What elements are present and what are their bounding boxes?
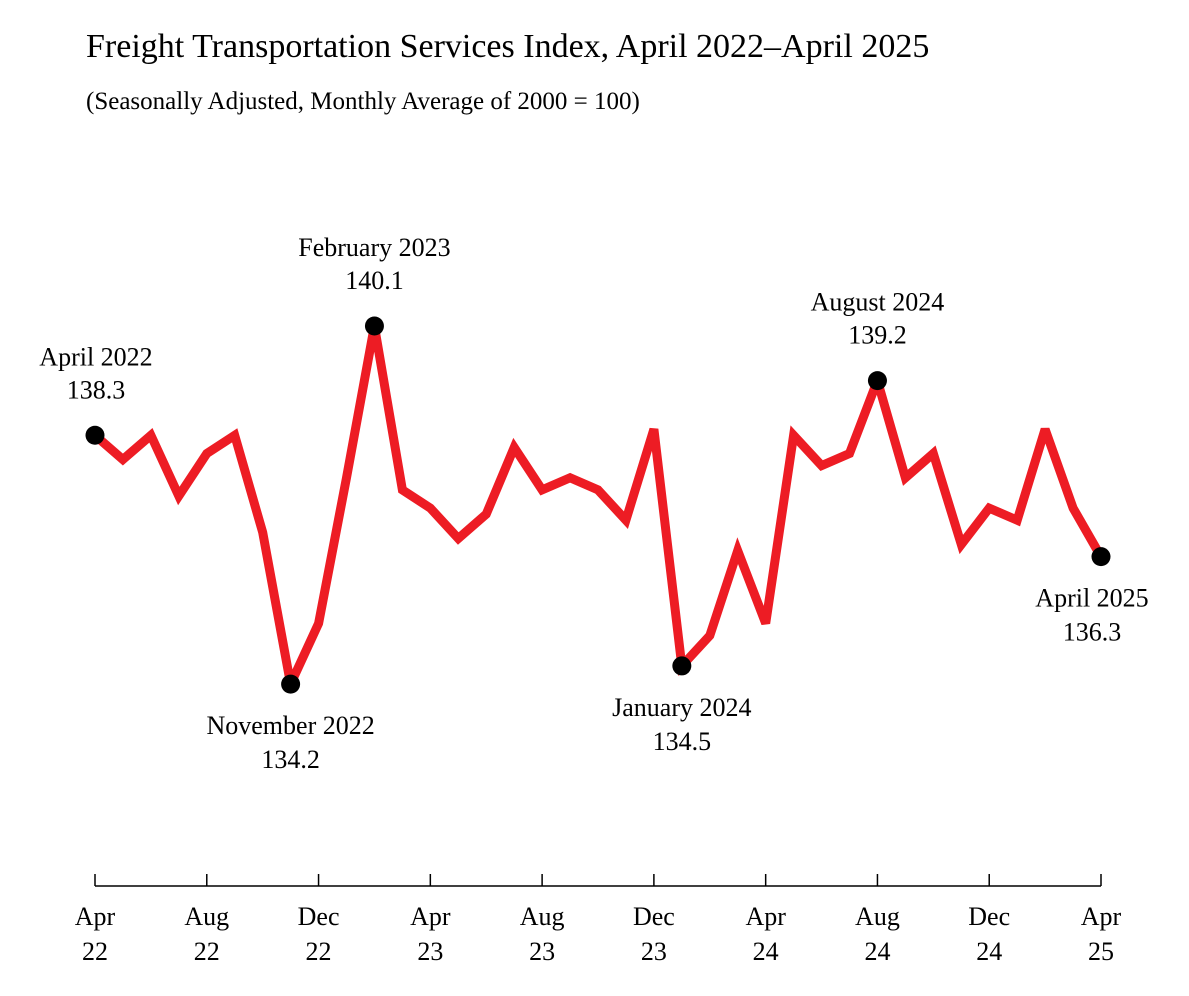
x-tick-label-year: 23 [529, 937, 555, 966]
series-lines [92, 325, 1105, 686]
series-line-freight-tsi [92, 325, 1105, 686]
annotation-labels: April 2022 138.3 November 2022 134.2 Februar… [39, 233, 1148, 774]
x-tick-label-month: Dec [633, 902, 675, 931]
annotation-label-value: 140.1 [345, 266, 404, 295]
x-tick-label-year: 22 [82, 937, 108, 966]
x-tick-label-year: 23 [641, 937, 667, 966]
x-tick-label-month: Aug [184, 902, 229, 931]
x-tick-label-year: 22 [306, 937, 332, 966]
annotation-label-value: 134.5 [653, 727, 712, 756]
x-tick-label-month: Apr [75, 902, 116, 931]
x-tick-label-year: 22 [194, 937, 220, 966]
x-tick-label-month: Apr [745, 902, 786, 931]
annotation-marker [672, 656, 692, 676]
x-tick-label-year: 24 [753, 937, 779, 966]
annotation-markers [85, 316, 1111, 694]
annotation-marker [281, 674, 301, 694]
annotation-label-date: February 2023 [298, 233, 450, 262]
annotation-label-value: 138.3 [67, 375, 126, 404]
x-tick-label-month: Apr [1081, 902, 1122, 931]
x-tick-label-month: Aug [855, 902, 900, 931]
x-tick-label-year: 23 [417, 937, 443, 966]
x-tick-label-month: Aug [520, 902, 565, 931]
annotation-label-value: 134.2 [261, 745, 320, 774]
x-axis: Apr 22 Aug 22 Dec 22 Apr 23 Aug 23 Dec 23 Apr 24 Aug 24… [75, 874, 1122, 966]
x-tick-label-month: Apr [410, 902, 451, 931]
annotation-label-date: November 2022 [206, 711, 374, 740]
annotation-label-date: January 2024 [612, 693, 751, 722]
annotation-label-date: April 2025 [1035, 584, 1148, 613]
annotation-marker [1091, 547, 1111, 567]
x-tick-label-month: Dec [298, 902, 340, 931]
x-tick-label-month: Dec [968, 902, 1010, 931]
annotation-label-value: 136.3 [1063, 618, 1122, 647]
chart-subtitle: (Seasonally Adjusted, Monthly Average of… [86, 88, 640, 115]
annotation-marker [85, 425, 105, 445]
chart-title: Freight Transportation Services Index, A… [86, 28, 930, 65]
annotation-marker [364, 316, 384, 336]
annotation-label-date: April 2022 [39, 342, 152, 371]
annotation-label-date: August 2024 [811, 288, 945, 317]
annotation-label-value: 139.2 [848, 321, 907, 350]
annotation-marker [867, 371, 887, 391]
x-tick-label-year: 24 [976, 937, 1002, 966]
x-tick-label-year: 24 [864, 937, 890, 966]
x-tick-label-year: 25 [1088, 937, 1114, 966]
